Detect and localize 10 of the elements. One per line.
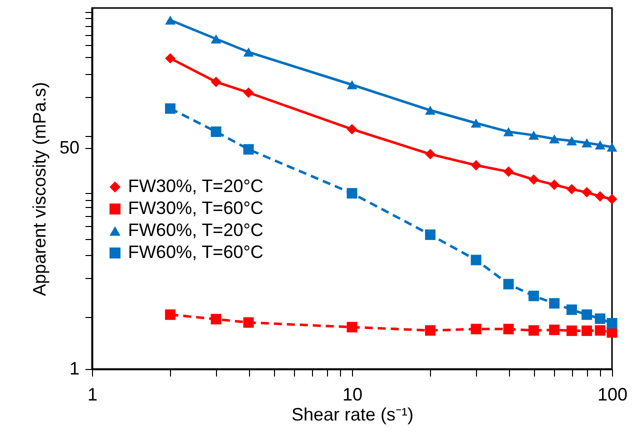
x-tick-label: 100 bbox=[597, 384, 628, 404]
x-tick-label: 10 bbox=[342, 384, 363, 404]
legend-label: FW60%, T=20°C bbox=[128, 220, 264, 240]
legend-label: FW30%, T=20°C bbox=[128, 176, 264, 196]
legend-label: FW60%, T=60°C bbox=[128, 242, 264, 262]
y-tick-label: 50 bbox=[59, 138, 80, 158]
x-tick-label: 1 bbox=[87, 384, 98, 404]
x-axis-title: Shear rate (s⁻¹) bbox=[291, 404, 414, 424]
y-axis-title: Apparent viscosity (mPa.s) bbox=[29, 82, 50, 296]
legend-label: FW30%, T=60°C bbox=[128, 198, 264, 218]
